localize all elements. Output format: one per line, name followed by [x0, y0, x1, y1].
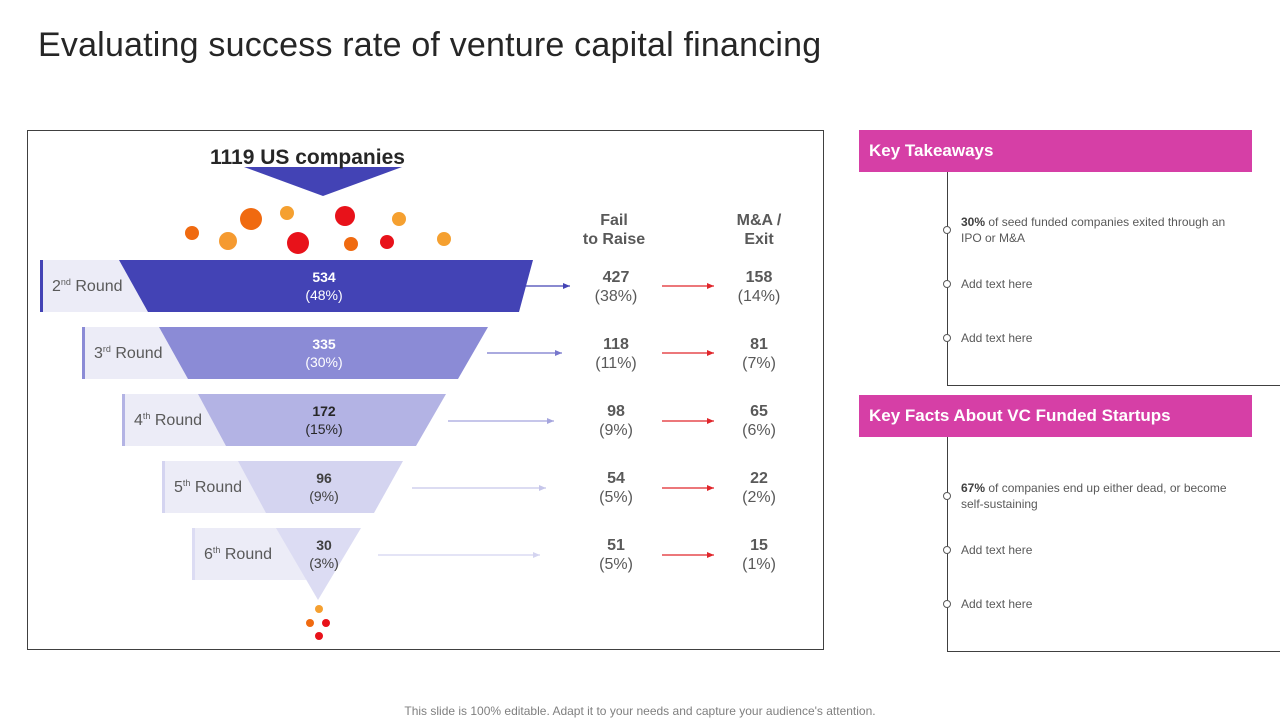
falling-dots [185, 206, 451, 640]
round-label: 4th Round [134, 411, 203, 429]
round-label: 3rd Round [94, 344, 163, 362]
fact-item: 67% of companies end up either dead, or … [961, 481, 1227, 511]
arrow-head [707, 350, 714, 356]
footer-note: This slide is 100% editable. Adapt it to… [404, 704, 876, 718]
dot [322, 619, 330, 627]
facts-line [947, 437, 948, 651]
funnel-segment [159, 327, 488, 379]
takeaway-item: Add text here [961, 277, 1033, 291]
arrow-head [707, 283, 714, 289]
dot [344, 237, 358, 251]
round-fail-value: 51 (5%) [599, 537, 633, 573]
bullet-icon [943, 334, 951, 342]
round-label: 6th Round [204, 545, 273, 563]
funnel-header: 1119 US companies [210, 146, 405, 169]
funnel-segment [238, 461, 403, 513]
arrow-head [539, 485, 546, 491]
takeaway-item: Add text here [961, 331, 1033, 345]
round-label: 2nd Round [52, 277, 123, 295]
arrow-head [707, 485, 714, 491]
round-accent-bar [40, 260, 43, 312]
funnel-segment [276, 528, 361, 600]
round-label: 5th Round [174, 478, 243, 496]
round-raised-value: 335 (30%) [305, 336, 343, 370]
round-raised-value: 96 (9%) [309, 470, 339, 504]
col-head-fail: Fail to Raise [582, 212, 646, 248]
arrow-head [533, 552, 540, 558]
dot [185, 226, 199, 240]
arrow-head [707, 552, 714, 558]
takeaways-base [947, 385, 1280, 386]
round-accent-bar [122, 394, 125, 446]
dot [392, 212, 406, 226]
takeaways-header: Key Takeaways [859, 130, 1252, 172]
takeaways-line [947, 172, 948, 385]
arrow-head [547, 418, 554, 424]
round-accent-bar [82, 327, 85, 379]
dot [437, 232, 451, 246]
fact-item: Add text here [961, 543, 1033, 557]
arrow-head [555, 350, 562, 356]
slide-title: Evaluating success rate of venture capit… [38, 26, 822, 64]
funnel-frame [27, 130, 824, 650]
round-exit-value: 15 (1%) [742, 537, 776, 573]
round-exit-value: 22 (2%) [742, 470, 776, 506]
arrow-head [707, 418, 714, 424]
facts-base [947, 651, 1280, 652]
round-exit-value: 65 (6%) [742, 403, 776, 439]
funnel-segment [119, 260, 533, 312]
facts-header: Key Facts About VC Funded Startups [859, 395, 1252, 437]
bullet-icon [943, 226, 951, 234]
round-fail-value: 427 (38%) [594, 269, 638, 305]
bullet-icon [943, 546, 951, 554]
funnel-segment [198, 394, 446, 446]
round-raised-value: 30 (3%) [309, 537, 339, 571]
takeaway-item: 30% of seed funded companies exited thro… [961, 215, 1226, 245]
dot [280, 206, 294, 220]
round-accent-bar [162, 461, 165, 513]
funnel-top-pointer [244, 167, 402, 196]
dot [335, 206, 355, 226]
bullet-icon [943, 280, 951, 288]
fact-item: Add text here [961, 597, 1033, 611]
round-exit-value: 158 (14%) [737, 269, 781, 305]
dot [315, 605, 323, 613]
round-fail-value: 54 (5%) [599, 470, 633, 506]
round-accent-bar [192, 528, 195, 580]
round-exit-value: 81 (7%) [742, 336, 776, 372]
dot [219, 232, 237, 250]
dot [306, 619, 314, 627]
round-raised-value: 172 (15%) [305, 403, 343, 437]
dot [380, 235, 394, 249]
bullet-icon [943, 492, 951, 500]
dot [287, 232, 309, 254]
bullet-icon [943, 600, 951, 608]
round-fail-value: 118 (11%) [595, 336, 637, 372]
col-head-exit: M&A / Exit [736, 212, 782, 248]
round-fail-value: 98 (9%) [599, 403, 633, 439]
dot [315, 632, 323, 640]
dot [240, 208, 262, 230]
round-raised-value: 534 (48%) [305, 269, 343, 303]
arrow-head [563, 283, 570, 289]
